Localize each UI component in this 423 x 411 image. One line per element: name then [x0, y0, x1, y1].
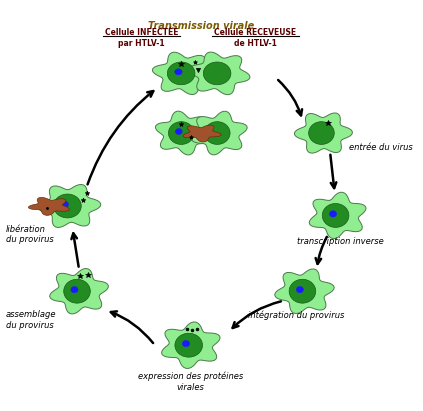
Ellipse shape: [54, 194, 81, 218]
Polygon shape: [50, 268, 108, 314]
Ellipse shape: [168, 62, 195, 85]
Text: assemblage
du provirus: assemblage du provirus: [6, 310, 57, 330]
Text: Cellule RECEVEUSE
de HTLV-1: Cellule RECEVEUSE de HTLV-1: [214, 28, 296, 48]
Ellipse shape: [204, 122, 230, 144]
Polygon shape: [183, 125, 221, 142]
Ellipse shape: [330, 211, 337, 217]
Ellipse shape: [168, 122, 194, 144]
Ellipse shape: [296, 286, 303, 293]
Ellipse shape: [176, 129, 182, 134]
Polygon shape: [294, 113, 352, 153]
Polygon shape: [156, 111, 211, 155]
Ellipse shape: [203, 62, 231, 85]
Polygon shape: [275, 269, 334, 314]
Ellipse shape: [309, 122, 334, 144]
Text: expression des protéines
virales: expression des protéines virales: [138, 372, 244, 392]
Polygon shape: [38, 185, 101, 227]
Ellipse shape: [182, 340, 190, 347]
Ellipse shape: [289, 279, 316, 303]
Ellipse shape: [322, 203, 349, 227]
Ellipse shape: [61, 201, 69, 208]
Polygon shape: [162, 322, 220, 368]
Text: intégration du provirus: intégration du provirus: [247, 310, 344, 320]
Ellipse shape: [175, 69, 182, 75]
Text: libération
du provirus: libération du provirus: [6, 225, 54, 244]
Polygon shape: [191, 111, 247, 155]
Ellipse shape: [64, 279, 90, 303]
Text: Transmission virale: Transmission virale: [148, 21, 254, 31]
Text: Cellule INFECTÉE
par HTLV-1: Cellule INFECTÉE par HTLV-1: [105, 28, 179, 48]
Text: transcription inverse: transcription inverse: [297, 237, 384, 246]
Ellipse shape: [71, 286, 78, 293]
Polygon shape: [28, 197, 69, 215]
Polygon shape: [189, 52, 250, 95]
Polygon shape: [309, 192, 366, 239]
Ellipse shape: [175, 333, 203, 357]
Polygon shape: [152, 52, 214, 95]
Text: entrée du virus: entrée du virus: [349, 143, 413, 152]
